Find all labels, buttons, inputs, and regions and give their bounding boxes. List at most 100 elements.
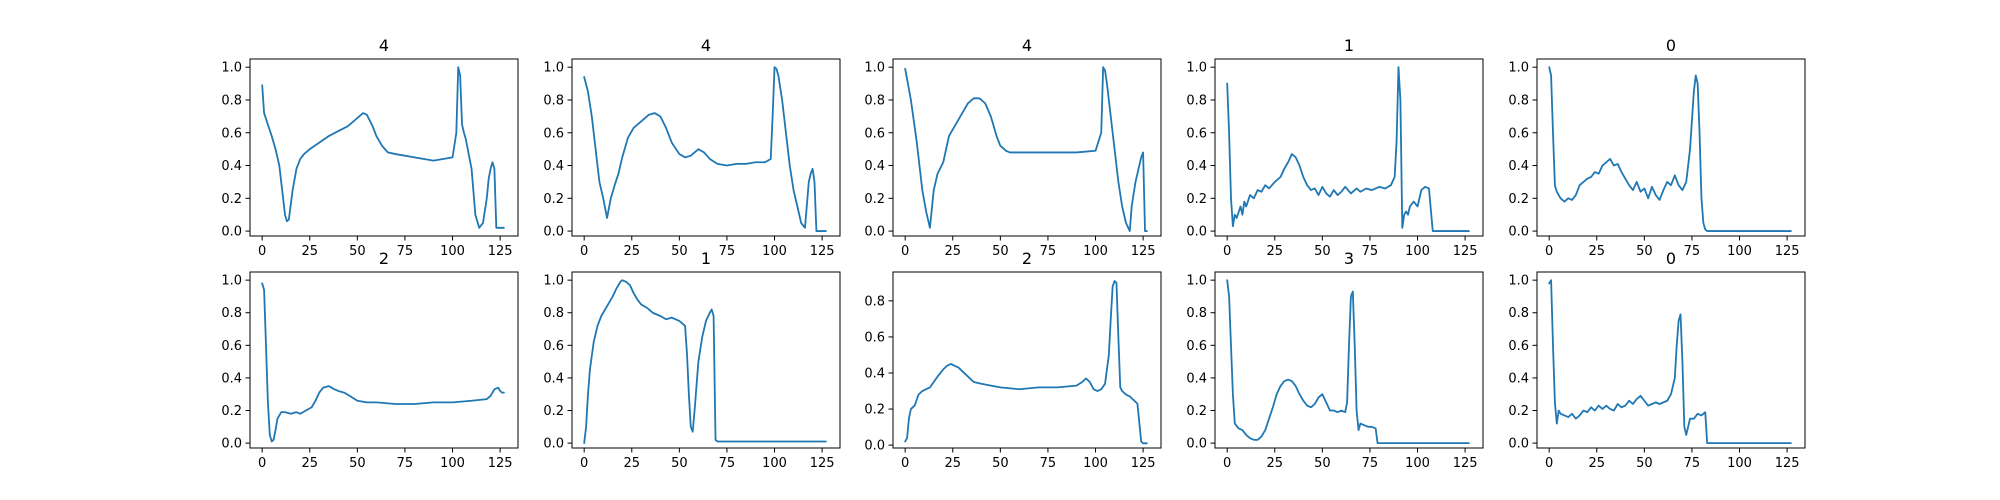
axes-frame: [249, 58, 519, 237]
x-tick-label: 0: [901, 456, 909, 471]
x-tick-label: 100: [762, 244, 787, 259]
y-tick-label: 0.0: [1508, 437, 1529, 452]
y-tick-label: 0.6: [864, 126, 885, 141]
y-tick-label: 0.0: [864, 439, 885, 454]
x-tick-label: 0: [901, 244, 909, 259]
x-tick-label: 100: [762, 456, 787, 471]
y-tick-label: 0.6: [1508, 339, 1529, 354]
y-tick-label: 0.2: [1186, 192, 1207, 207]
y-tick-label: 1.0: [1186, 274, 1207, 289]
y-tick-label: 1.0: [1508, 274, 1529, 289]
x-tick-label: 50: [992, 244, 1009, 259]
y-tick-label: 1.0: [1186, 61, 1207, 76]
x-tick-label: 0: [258, 244, 266, 259]
y-tick-label: 0.4: [1186, 371, 1207, 386]
y-tick-label: 0.8: [543, 93, 564, 108]
series-line: [261, 282, 505, 443]
y-tick-label: 0.0: [221, 437, 242, 452]
series-line: [1548, 66, 1792, 232]
subplot-9: 0 25 50 75 100 125 0.0 0.2 0.4 0.6 0.8 1.0 3: [1186, 249, 1484, 471]
subplot-title: 3: [1344, 249, 1354, 268]
y-tick-label: 0.2: [221, 404, 242, 419]
y-tick-label: 0.2: [864, 192, 885, 207]
x-tick-label: 25: [1588, 456, 1605, 471]
y-tick-label: 0.6: [1186, 339, 1207, 354]
x-tick-label: 50: [671, 244, 688, 259]
y-tick-label: 0.6: [1508, 126, 1529, 141]
subplot-8: 0 25 50 75 100 125 0.0 0.2 0.4 0.6 0.8 2: [864, 249, 1162, 471]
axes-frame: [1214, 271, 1484, 449]
subplot-10: 0 25 50 75 100 125 0.0 0.2 0.4 0.6 0.8 1.0 0: [1508, 249, 1806, 471]
y-tick-label: 0.2: [1186, 404, 1207, 419]
x-tick-label: 125: [488, 456, 513, 471]
axes-frame: [571, 271, 841, 449]
x-tick-label: 0: [1545, 244, 1553, 259]
y-tick-label: 0.8: [1508, 306, 1529, 321]
subplot-title: 4: [379, 36, 389, 55]
series-line: [1226, 279, 1470, 445]
x-tick-label: 50: [1636, 456, 1653, 471]
y-tick-label: 0.8: [864, 294, 885, 309]
y-tick-label: 0.6: [864, 330, 885, 345]
series-line: [583, 279, 827, 445]
y-tick-label: 0.4: [221, 159, 242, 174]
y-tick-label: 0.2: [1508, 192, 1529, 207]
x-tick-label: 125: [488, 244, 513, 259]
subplot-title: 4: [1022, 36, 1032, 55]
axes-frame: [892, 58, 1162, 237]
series-line: [1548, 279, 1792, 445]
x-tick-label: 75: [1684, 456, 1701, 471]
x-tick-label: 0: [1545, 456, 1553, 471]
axes-frame: [1536, 58, 1806, 237]
x-tick-label: 75: [1040, 244, 1057, 259]
y-tick-label: 0.2: [543, 192, 564, 207]
x-tick-label: 125: [810, 244, 835, 259]
y-tick-label: 0.2: [543, 404, 564, 419]
x-tick-label: 25: [301, 244, 318, 259]
x-tick-label: 25: [301, 456, 318, 471]
x-tick-label: 0: [580, 244, 588, 259]
x-tick-label: 125: [1131, 456, 1156, 471]
x-tick-label: 125: [1775, 456, 1800, 471]
y-tick-label: 0.0: [221, 225, 242, 240]
x-tick-label: 25: [944, 244, 961, 259]
subplot-title: 1: [701, 249, 711, 268]
y-tick-label: 0.2: [221, 192, 242, 207]
y-tick-label: 0.8: [221, 306, 242, 321]
y-tick-label: 1.0: [543, 61, 564, 76]
x-tick-label: 100: [1405, 456, 1430, 471]
x-tick-label: 125: [1775, 244, 1800, 259]
series-line: [261, 66, 505, 229]
subplot-title: 2: [379, 249, 389, 268]
series-line: [1226, 66, 1470, 232]
y-tick-label: 0.8: [1508, 93, 1529, 108]
x-tick-label: 100: [1083, 456, 1108, 471]
x-tick-label: 75: [1040, 456, 1057, 471]
y-tick-label: 1.0: [221, 61, 242, 76]
y-tick-label: 0.4: [221, 371, 242, 386]
x-tick-label: 25: [944, 456, 961, 471]
x-tick-label: 125: [1131, 244, 1156, 259]
y-tick-label: 0.0: [1186, 437, 1207, 452]
x-tick-label: 50: [349, 456, 366, 471]
subplot-2: 0 25 50 75 100 125 0.0 0.2 0.4 0.6 0.8 1.0 4: [543, 36, 841, 259]
x-tick-label: 25: [623, 456, 640, 471]
x-tick-label: 75: [1362, 244, 1379, 259]
y-tick-label: 0.4: [864, 366, 885, 381]
x-tick-label: 125: [1453, 456, 1478, 471]
x-tick-label: 125: [1453, 244, 1478, 259]
subplot-1: 0 25 50 75 100 125 0.0 0.2 0.4 0.6 0.8 1.0 4: [221, 36, 519, 259]
y-tick-label: 0.6: [543, 126, 564, 141]
y-tick-label: 0.8: [543, 306, 564, 321]
y-tick-label: 0.0: [864, 225, 885, 240]
subplot-title: 2: [1022, 249, 1032, 268]
y-tick-label: 0.6: [543, 339, 564, 354]
x-tick-label: 100: [1727, 456, 1752, 471]
series-line: [904, 66, 1148, 232]
axes-frame: [892, 271, 1162, 449]
x-tick-label: 25: [1266, 244, 1283, 259]
y-tick-label: 0.6: [1186, 126, 1207, 141]
x-tick-label: 50: [992, 456, 1009, 471]
y-tick-label: 0.2: [864, 403, 885, 418]
